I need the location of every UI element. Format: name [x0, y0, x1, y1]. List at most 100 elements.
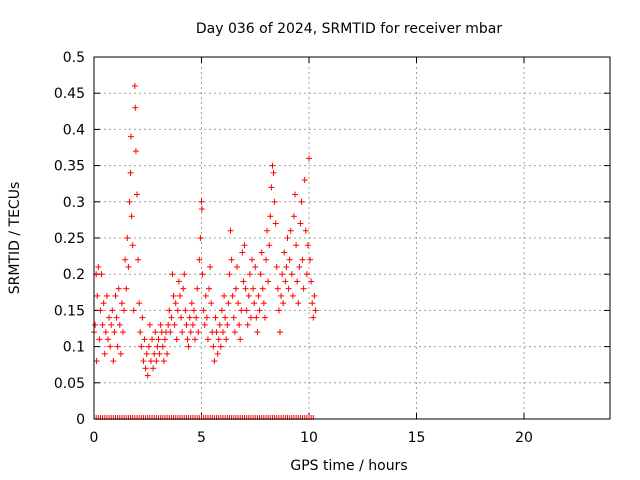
- data-point: [286, 256, 293, 263]
- data-point: [174, 307, 181, 314]
- data-point: [183, 321, 190, 328]
- data-point: [218, 307, 225, 314]
- data-point: [193, 314, 200, 321]
- data-point: [132, 104, 139, 111]
- data-point: [182, 307, 189, 314]
- data-point: [290, 213, 297, 220]
- data-point: [175, 278, 182, 285]
- data-point: [169, 271, 176, 278]
- data-point: [201, 321, 208, 328]
- data-point: [252, 263, 259, 270]
- data-point: [224, 321, 231, 328]
- data-point: [120, 329, 127, 336]
- data-point: [301, 177, 308, 184]
- data-point: [238, 307, 245, 314]
- data-point: [283, 263, 290, 270]
- data-point: [217, 343, 224, 350]
- data-point: [250, 285, 257, 292]
- data-point: [275, 307, 282, 314]
- data-point: [125, 263, 132, 270]
- axis-ticks: [93, 56, 610, 420]
- y-tick-label: 0: [76, 412, 85, 428]
- data-point: [101, 350, 108, 357]
- data-point: [304, 242, 311, 249]
- data-point: [177, 292, 183, 299]
- data-point: [257, 271, 264, 278]
- data-point: [98, 271, 105, 278]
- data-point: [178, 314, 185, 321]
- data-point: [295, 300, 302, 307]
- data-point: [221, 292, 228, 299]
- data-point: [196, 256, 203, 263]
- data-point: [259, 285, 266, 292]
- data-point: [100, 300, 107, 307]
- data-point: [256, 307, 263, 314]
- data-point: [229, 292, 236, 299]
- data-point: [118, 300, 125, 307]
- data-point: [150, 365, 157, 372]
- data-point: [285, 285, 292, 292]
- y-tick-label: 0.5: [63, 50, 85, 66]
- data-point: [104, 336, 111, 343]
- data-point: [164, 350, 171, 357]
- data-point: [187, 329, 194, 336]
- data-point: [166, 307, 173, 314]
- data-point: [294, 278, 301, 285]
- data-point: [135, 256, 142, 263]
- data-point: [280, 300, 287, 307]
- data-point: [195, 329, 202, 336]
- data-point: [124, 235, 131, 241]
- data-point: [180, 285, 187, 292]
- data-point: [197, 235, 204, 241]
- data-point: [103, 292, 110, 299]
- x-tick-label: 5: [197, 430, 206, 446]
- data-point: [202, 292, 209, 299]
- data-point: [279, 271, 286, 278]
- data-point: [260, 300, 267, 307]
- data-point: [109, 307, 116, 314]
- y-tick-label: 0.15: [54, 303, 85, 319]
- data-point: [235, 300, 242, 307]
- data-point: [274, 285, 281, 292]
- data-point: [188, 300, 195, 307]
- data-point: [106, 314, 113, 321]
- data-point: [247, 314, 254, 321]
- data-point: [289, 292, 296, 299]
- data-point: [139, 314, 146, 321]
- data-point: [167, 329, 174, 336]
- data-point: [94, 292, 101, 299]
- data-point: [211, 358, 218, 365]
- data-point: [230, 314, 237, 321]
- data-point: [198, 198, 205, 205]
- data-point: [236, 321, 243, 328]
- data-point: [172, 300, 179, 307]
- data-point: [287, 227, 294, 234]
- data-point: [102, 329, 109, 336]
- data-point: [307, 256, 314, 263]
- data-point: [159, 343, 166, 350]
- data-point: [293, 242, 300, 249]
- data-point: [199, 271, 206, 278]
- data-point: [185, 343, 192, 350]
- data-point: [278, 292, 285, 299]
- data-point: [241, 242, 248, 249]
- data-point: [311, 292, 318, 299]
- data-point: [302, 227, 309, 234]
- data-point: [189, 321, 196, 328]
- data-point: [297, 220, 304, 227]
- plot-frame: [93, 56, 611, 420]
- data-point: [144, 372, 151, 379]
- data-point: [308, 278, 315, 285]
- data-point: [249, 256, 256, 263]
- chart-title: Day 036 of 2024, SRMTID for receiver mba…: [196, 21, 503, 37]
- data-point: [254, 329, 261, 336]
- data-point: [112, 292, 119, 299]
- data-point: [220, 329, 226, 336]
- data-point: [264, 227, 271, 234]
- data-point: [239, 249, 246, 256]
- data-point: [269, 162, 276, 169]
- data-point: [225, 300, 232, 307]
- data-point: [210, 343, 217, 350]
- data-point: [270, 169, 277, 176]
- data-point: [173, 336, 180, 343]
